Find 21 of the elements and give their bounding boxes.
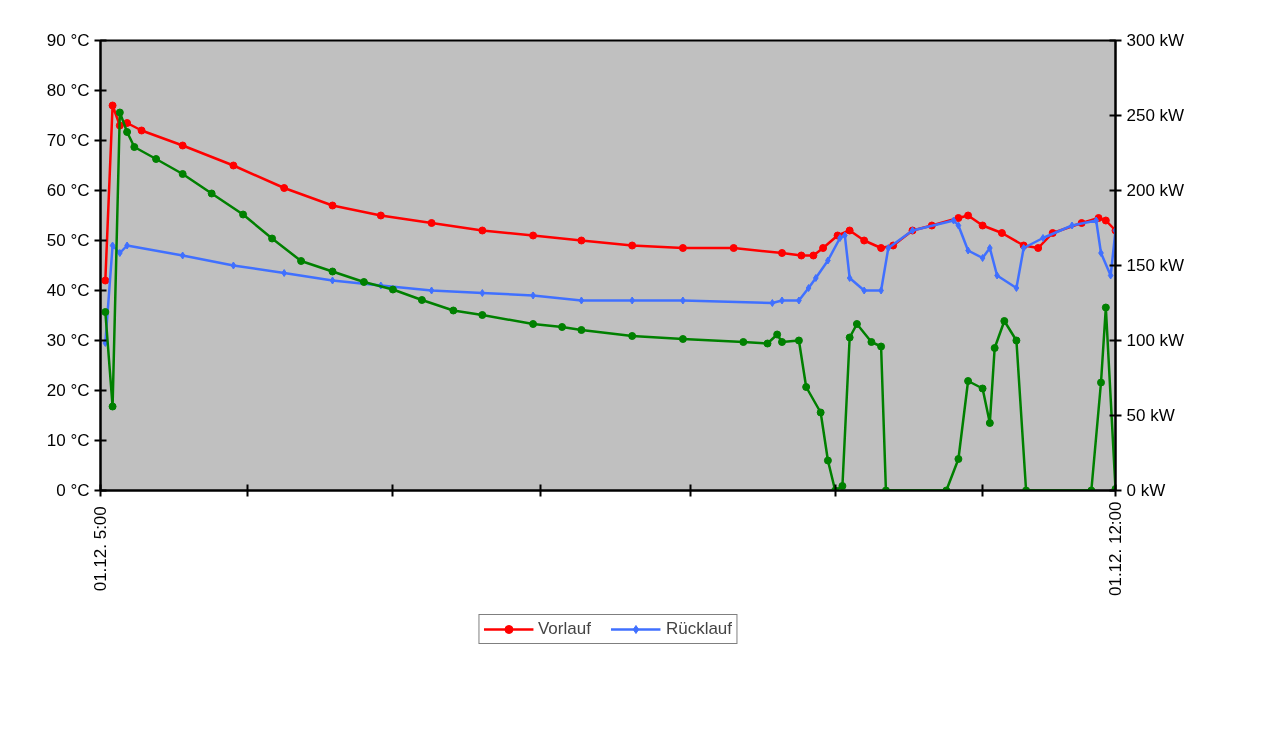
y-tick-label: 20 °C (46, 381, 90, 400)
y-tick-label: 60 °C (46, 181, 90, 200)
y-tick-label: 10 °C (46, 431, 90, 450)
y2-tick-label: 200 kW (1126, 181, 1185, 200)
y2-tick-label: 250 kW (1126, 106, 1185, 125)
y-tick-label: 40 °C (46, 281, 90, 300)
y-tick-label: 50 °C (46, 231, 90, 250)
y-tick-label: 70 °C (46, 131, 90, 150)
y-tick-label: 80 °C (46, 81, 90, 100)
x-tick-label: 01.12. 5:00 (91, 506, 110, 592)
legend-label: Vorlauf (537, 619, 591, 639)
y2-tick-label: 100 kW (1126, 331, 1185, 350)
y2-tick-label: 50 kW (1126, 406, 1175, 425)
y-tick-label: 30 °C (46, 331, 90, 350)
y2-tick-label: 0 kW (1126, 481, 1166, 500)
y2-tick-label: 300 kW (1126, 31, 1185, 50)
y2-tick-label: 150 kW (1126, 256, 1185, 275)
y-tick-label: 90 °C (46, 31, 90, 50)
legend-label: Rücklauf (665, 619, 733, 639)
x-tick-label: 01.12. 12:00 (1106, 501, 1125, 597)
y-tick-label: 0 °C (56, 481, 90, 500)
